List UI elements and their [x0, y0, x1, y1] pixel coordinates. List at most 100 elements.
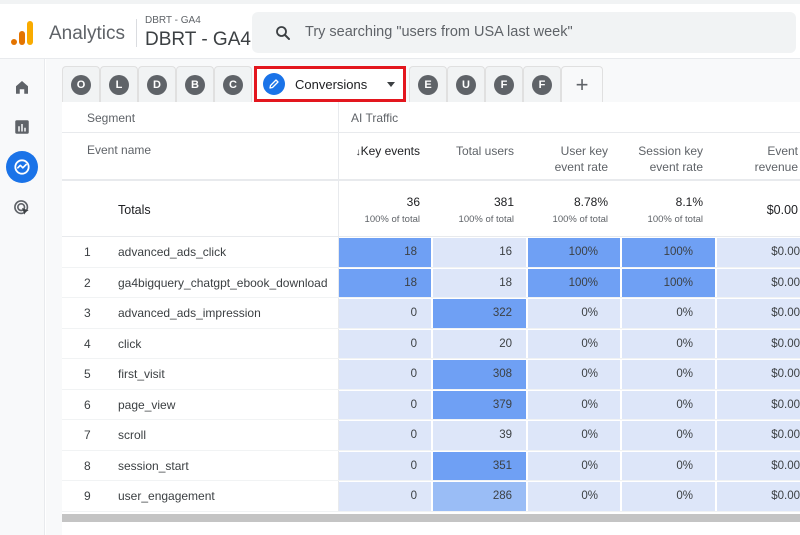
tab-l[interactable]: L [100, 66, 138, 102]
cell-session-key-rate: 100% [622, 268, 715, 297]
tab-badge: O [71, 74, 91, 95]
table-row[interactable]: 1 advanced_ads_click 18 16 100% 100% $0.00 [62, 237, 800, 268]
search-input[interactable]: Try searching "users from USA last week" [305, 24, 573, 40]
row-number: 3 [84, 306, 91, 320]
cell-session-key-rate: 0% [622, 299, 715, 328]
header-label: Event [767, 144, 798, 158]
header-key-events[interactable]: ↓Key events [338, 143, 420, 161]
column-divider [338, 359, 339, 389]
add-tab-button[interactable]: + [561, 66, 603, 102]
totals-row: Totals 36 100% of total 381 100% of tota… [62, 181, 800, 237]
table-row[interactable]: 3 advanced_ads_impression 0 322 0% 0% $0.00 [62, 298, 800, 329]
header-label: event rate [554, 160, 608, 174]
column-divider [338, 420, 339, 450]
horizontal-scrollbar[interactable] [62, 514, 800, 522]
event-name[interactable]: page_view [118, 397, 176, 412]
cell-key-events: 18 [339, 238, 431, 267]
cell-key-events: 0 [339, 451, 431, 480]
nav-reports[interactable] [6, 111, 38, 143]
cell-user-key-rate: 0% [528, 329, 620, 358]
column-header-row: Event name ↓Key events Total users User … [62, 133, 800, 181]
tab-badge: D [147, 74, 167, 95]
tab-c[interactable]: C [214, 66, 252, 102]
row-number: 1 [84, 245, 91, 259]
table-row[interactable]: 9 user_engagement 0 286 0% 0% $0.00 [62, 481, 800, 512]
table-row[interactable]: 4 click 0 20 0% 0% $0.00 [62, 328, 800, 359]
cell-session-key-rate: 100% [622, 238, 715, 267]
cell-key-events: 0 [339, 482, 431, 511]
property-selector[interactable]: DBRT - GA4 [145, 29, 251, 50]
cell-user-key-rate: 0% [528, 390, 620, 419]
event-name[interactable]: click [118, 336, 142, 351]
tab-f1[interactable]: F [485, 66, 523, 102]
total-users: 381 100% of total [434, 195, 514, 225]
tab-f2[interactable]: F [523, 66, 561, 102]
cell-key-events: 0 [339, 421, 431, 450]
row-number: 2 [84, 275, 91, 290]
cell-event-revenue: $0.00 [717, 299, 800, 328]
event-name[interactable]: advanced_ads_impression [118, 306, 261, 320]
tab-e[interactable]: E [409, 66, 447, 102]
event-name[interactable]: ga4bigquery_chatgpt_ebook_download [118, 275, 328, 290]
table-row[interactable]: 8 session_start 0 351 0% 0% $0.00 [62, 450, 800, 481]
cell-session-key-rate: 0% [622, 360, 715, 389]
table-row[interactable]: 5 first_visit 0 308 0% 0% $0.00 [62, 359, 800, 390]
segment-value[interactable]: AI Traffic [351, 111, 399, 125]
sort-arrow-icon: ↓ [355, 147, 361, 158]
tab-badge: B [185, 74, 205, 95]
advertising-icon [14, 200, 29, 215]
tab-conversions[interactable]: Conversions [254, 66, 406, 102]
nav-explore[interactable] [6, 151, 38, 183]
table-row[interactable]: 6 page_view 0 379 0% 0% $0.00 [62, 389, 800, 420]
tab-bar: O L D B C Conversions E U F F + [62, 66, 603, 102]
column-divider [338, 481, 339, 511]
cell-user-key-rate: 100% [528, 268, 620, 297]
cell-key-events: 0 [339, 360, 431, 389]
cell-total-users: 308 [433, 360, 526, 389]
dropdown-caret-icon[interactable] [387, 82, 395, 87]
header-total-users[interactable]: Total users [434, 143, 514, 159]
total-percent: 100% of total [364, 214, 420, 225]
cell-total-users: 39 [433, 421, 526, 450]
cell-user-key-rate: 0% [528, 451, 620, 480]
nav-advertising[interactable] [6, 192, 38, 224]
header-user-key-event-rate[interactable]: User key event rate [528, 143, 608, 175]
tab-o[interactable]: O [62, 66, 100, 102]
account-name[interactable]: DBRT - GA4 [145, 15, 201, 26]
reports-icon [15, 120, 29, 134]
event-name[interactable]: first_visit [118, 367, 165, 381]
event-name[interactable]: user_engagement [118, 489, 215, 503]
tab-u[interactable]: U [447, 66, 485, 102]
tab-b[interactable]: B [176, 66, 214, 102]
column-divider [338, 450, 339, 480]
tab-d[interactable]: D [138, 66, 176, 102]
row-number: 5 [84, 367, 91, 381]
free-form-table: Segment AI Traffic Event name ↓Key event… [62, 102, 800, 514]
left-nav-rail [0, 59, 45, 535]
header-label: event rate [649, 160, 703, 174]
table-row[interactable]: 7 scroll 0 39 0% 0% $0.00 [62, 420, 800, 451]
cell-user-key-rate: 0% [528, 421, 620, 450]
row-number: 7 [84, 428, 91, 442]
search-bar[interactable]: Try searching "users from USA last week" [252, 12, 796, 53]
nav-home[interactable] [6, 71, 38, 103]
event-name[interactable]: scroll [118, 428, 147, 442]
dimension-header[interactable]: Event name [87, 143, 152, 157]
total-session-key-rate: 8.1% 100% of total [622, 195, 703, 225]
cell-session-key-rate: 0% [622, 451, 715, 480]
header-session-key-event-rate[interactable]: Session key event rate [622, 143, 703, 175]
cell-event-revenue: $0.00 [717, 238, 800, 267]
total-value: 8.78% [573, 195, 608, 209]
event-name[interactable]: advanced_ads_click [118, 245, 227, 259]
cell-key-events: 0 [339, 390, 431, 419]
row-number: 6 [84, 397, 91, 412]
total-user-key-rate: 8.78% 100% of total [528, 195, 608, 225]
event-name[interactable]: session_start [118, 458, 189, 473]
total-event-revenue: $0.00 [712, 203, 798, 217]
table-row[interactable]: 2 ga4bigquery_chatgpt_ebook_download 18 18 1… [62, 267, 800, 298]
analytics-logo-icon[interactable] [10, 20, 34, 46]
header-event-revenue[interactable]: Event revenue [712, 143, 798, 175]
row-number: 4 [84, 336, 91, 351]
column-divider [338, 267, 339, 297]
app-name: Analytics [49, 23, 126, 44]
